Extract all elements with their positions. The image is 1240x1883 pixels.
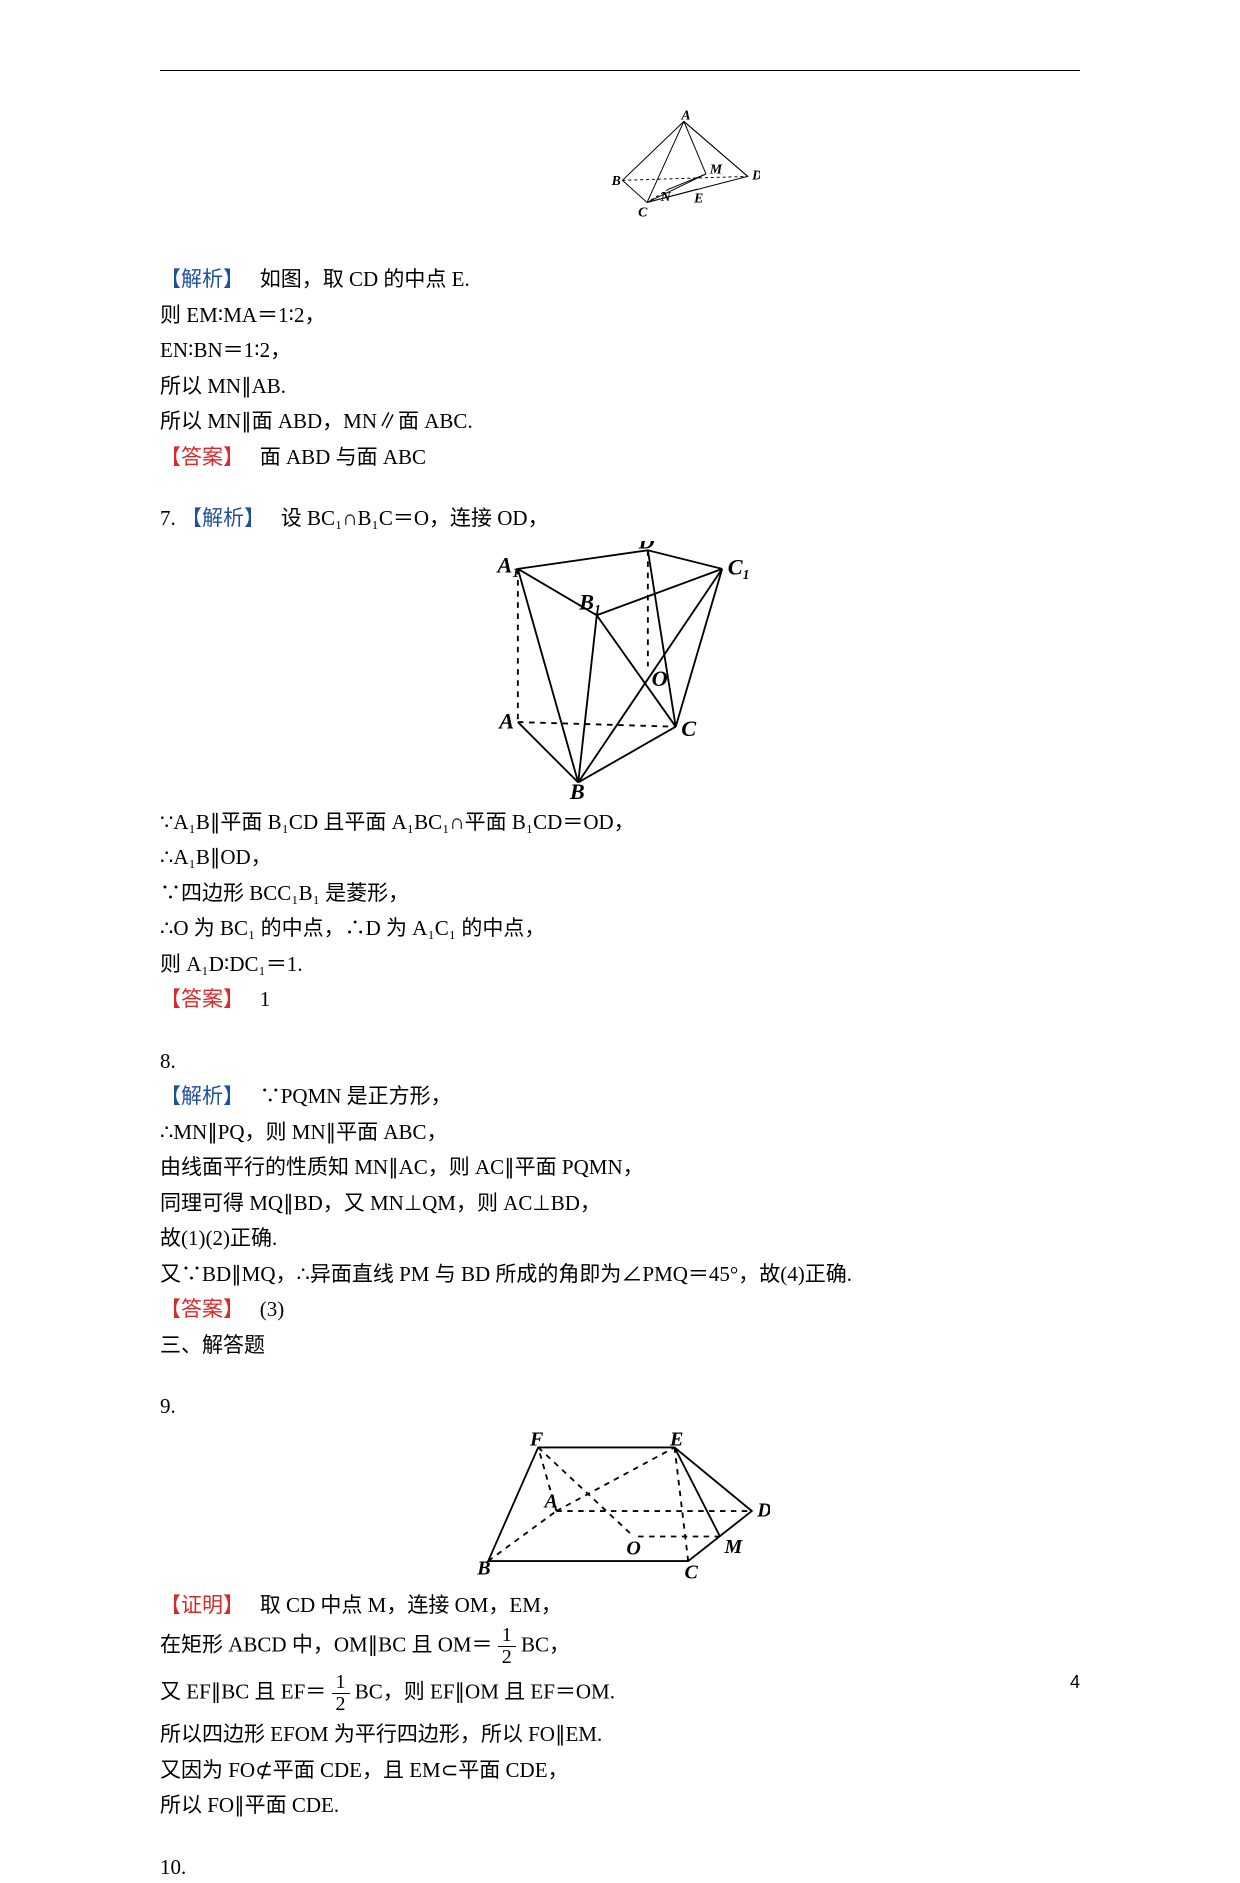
content: A B C D M N E 【解析】 如图，取 CD 的中点 E. 则 EM∶M… xyxy=(160,83,1080,1883)
fig9-B: B xyxy=(476,1557,490,1579)
q8-l6: 又∵BD∥MQ，∴异面直线 PM 与 BD 所成的角即为∠PMQ＝45°，故(4… xyxy=(160,1259,1080,1291)
zhengming-label: 证明 xyxy=(181,1593,223,1617)
q7-l2: ∴A₁B∥OD， xyxy=(160,842,1080,874)
fig7-C: C xyxy=(681,716,697,741)
fig9-F: F xyxy=(529,1429,544,1451)
q6-l4: 所以 MN∥AB. xyxy=(160,371,1080,403)
fig9-A: A xyxy=(543,1490,558,1512)
jiexi-label: 解析 xyxy=(181,1084,223,1108)
q8-l5: 故(1)(2)正确. xyxy=(160,1223,1080,1255)
bracket-l: 【 xyxy=(160,267,181,291)
bracket-r: 】 xyxy=(244,506,265,530)
q6-ans: 【答案】 面 ABD 与面 ABC xyxy=(160,442,1080,474)
figure-9: F E D M C B A O xyxy=(470,1429,770,1584)
q7-h2: 设 BC₁∩B₁C＝O，连接 OD， xyxy=(281,506,549,530)
q7-l5: 则 A₁D∶DC₁＝1. xyxy=(160,949,1080,981)
q9-l3b: BC，则 EF∥OM 且 EF＝OM. xyxy=(355,1679,615,1703)
fig6-A: A xyxy=(680,107,690,122)
bracket-l: 【 xyxy=(160,987,181,1011)
q9-l1: 取 CD 中点 M，连接 OM，EM， xyxy=(260,1593,562,1617)
q8-l1: ∵PQMN 是正方形， xyxy=(260,1084,452,1108)
q9-l5: 又因为 FO⊄平面 CDE，且 EM⊂平面 CDE， xyxy=(160,1755,1080,1787)
bracket-l: 【 xyxy=(160,1084,181,1108)
bracket-l: 【 xyxy=(181,506,202,530)
q6-jiexi: 【解析】 如图，取 CD 的中点 E. xyxy=(160,264,1080,296)
section-3: 三、解答题 xyxy=(160,1330,1080,1362)
top-rule xyxy=(160,70,1080,71)
fig9-O: O xyxy=(626,1537,640,1559)
fig7-C1: C₁ xyxy=(728,554,750,579)
fig6-B: B xyxy=(611,173,621,188)
frac-num: 1 xyxy=(498,1625,516,1647)
q9-l2b: BC， xyxy=(521,1632,570,1656)
q9-l3: 又 EF∥BC 且 EF＝ 12 BC，则 EF∥OM 且 EF＝OM. xyxy=(160,1672,1080,1715)
q6-l1: 如图，取 CD 的中点 E. xyxy=(260,267,470,291)
fig6-M: M xyxy=(709,161,723,176)
fig6-E: E xyxy=(693,190,703,205)
page: A B C D M N E 【解析】 如图，取 CD 的中点 E. 则 EM∶M… xyxy=(0,0,1240,1753)
jiexi-label: 解析 xyxy=(202,506,244,530)
q7-num: 7. xyxy=(160,506,176,530)
frac-num: 1 xyxy=(332,1672,350,1694)
bracket-r: 】 xyxy=(223,445,244,469)
page-number: 4 xyxy=(1070,1672,1080,1693)
fig7-O: O xyxy=(652,665,668,690)
bracket-l: 【 xyxy=(160,445,181,469)
q7-l3: ∵四边形 BCC₁B₁ 是菱形， xyxy=(160,878,1080,910)
q8-l2: ∴MN∥PQ，则 MN∥平面 ABC， xyxy=(160,1117,1080,1149)
fig9-C: C xyxy=(685,1561,699,1583)
fig9-D: D xyxy=(756,1499,770,1521)
fig7-A1: A₁ xyxy=(495,552,520,577)
bracket-l: 【 xyxy=(160,1297,181,1321)
bracket-r: 】 xyxy=(223,1084,244,1108)
q8-l4: 同理可得 MQ∥BD，又 MN⊥QM，则 AC⊥BD， xyxy=(160,1188,1080,1220)
q7-l1: ∵A₁B∥平面 B₁CD 且平面 A₁BC₁∩平面 B₁CD＝OD， xyxy=(160,807,1080,839)
q7-ans-text: 1 xyxy=(260,987,271,1011)
bracket-r: 】 xyxy=(223,987,244,1011)
fig6-N: N xyxy=(660,189,672,204)
figure-7: A₁ D C₁ B₁ O A C B xyxy=(490,541,750,801)
q8-ans: 【答案】 (3) xyxy=(160,1294,1080,1326)
q8-ans-text: (3) xyxy=(260,1297,285,1321)
fig9-E: E xyxy=(669,1429,683,1451)
bracket-l: 【 xyxy=(160,1593,181,1617)
bracket-r: 】 xyxy=(223,1297,244,1321)
fig9-M: M xyxy=(724,1535,744,1557)
daan-label: 答案 xyxy=(181,987,223,1011)
q10-head: 10. xyxy=(160,1852,1080,1883)
q6-l2: 则 EM∶MA＝1∶2， xyxy=(160,300,1080,332)
q6-l3: EN∶BN＝1∶2， xyxy=(160,335,1080,367)
q6-l5: 所以 MN∥面 ABD，MN∥面 ABC. xyxy=(160,406,1080,438)
frac-den: 2 xyxy=(498,1647,516,1668)
frac-half: 12 xyxy=(332,1672,350,1715)
bracket-r: 】 xyxy=(223,267,244,291)
q9-head: 9. xyxy=(160,1391,1080,1423)
frac-den: 2 xyxy=(332,1694,350,1715)
q9-l3a: 又 EF∥BC 且 EF＝ xyxy=(160,1679,326,1703)
q6-ans-text: 面 ABD 与面 ABC xyxy=(260,445,426,469)
q8-l3: 由线面平行的性质知 MN∥AC，则 AC∥平面 PQMN， xyxy=(160,1152,1080,1184)
q8-head: 8. xyxy=(160,1046,1080,1078)
fig7-A: A xyxy=(497,708,514,733)
fig7-B: B xyxy=(569,779,585,801)
fig6-D: D xyxy=(751,167,760,182)
q9-l2: 在矩形 ABCD 中，OM∥BC 且 OM＝ 12 BC， xyxy=(160,1625,1080,1668)
q9-proof: 【证明】 取 CD 中点 M，连接 OM，EM， xyxy=(160,1590,1080,1622)
bracket-r: 】 xyxy=(223,1593,244,1617)
jiexi-label: 解析 xyxy=(181,267,223,291)
fig7-B1: B₁ xyxy=(578,589,602,614)
fig6-C: C xyxy=(638,205,648,220)
daan-label: 答案 xyxy=(181,1297,223,1321)
daan-label: 答案 xyxy=(181,445,223,469)
q9-l6: 所以 FO∥平面 CDE. xyxy=(160,1790,1080,1822)
q7-ans: 【答案】 1 xyxy=(160,984,1080,1016)
frac-half: 12 xyxy=(498,1625,516,1668)
q7-head: 7. 【解析】 设 BC₁∩B₁C＝O，连接 OD， xyxy=(160,503,1080,535)
q9-l4: 所以四边形 EFOM 为平行四边形，所以 FO∥EM. xyxy=(160,1719,1080,1751)
fig7-D: D xyxy=(638,541,655,553)
q7-l4: ∴O 为 BC₁ 的中点，∴D 为 A₁C₁ 的中点， xyxy=(160,913,1080,945)
figure-6: A B C D M N E xyxy=(480,83,760,258)
q9-l2a: 在矩形 ABCD 中，OM∥BC 且 OM＝ xyxy=(160,1632,493,1656)
q8-jiexi: 【解析】 ∵PQMN 是正方形， xyxy=(160,1081,1080,1113)
